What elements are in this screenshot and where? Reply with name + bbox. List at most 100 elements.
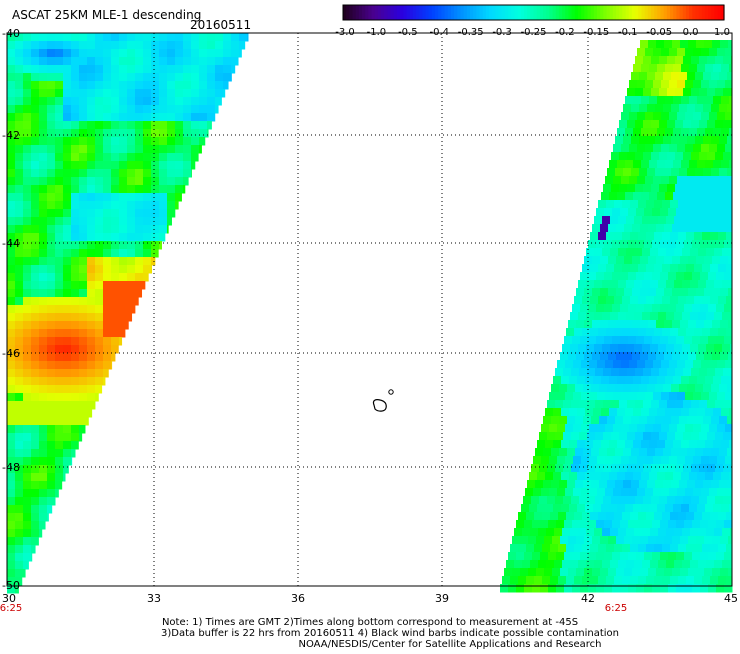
- swath-cell: [669, 80, 678, 89]
- swath-cell: [631, 168, 640, 177]
- swath-cell: [39, 193, 48, 202]
- swath-cell: [675, 368, 684, 377]
- swath-cell: [95, 209, 104, 218]
- swath-cell: [577, 408, 586, 417]
- swath-cell: [713, 472, 722, 481]
- swath-cell: [223, 33, 232, 42]
- swath-cell: [55, 121, 64, 130]
- swath-cell: [15, 169, 24, 178]
- swath-cell: [31, 441, 40, 450]
- swath-cell: [707, 56, 716, 65]
- swath-cell: [608, 224, 617, 233]
- swath-cell: [47, 313, 56, 322]
- swath-cell: [159, 65, 168, 74]
- swath-cell: [713, 128, 722, 137]
- swath-cell: [55, 241, 64, 250]
- swath-cell: [625, 408, 634, 417]
- swath-cell: [15, 193, 24, 202]
- swath-cell: [707, 368, 716, 377]
- swath-cell: [694, 232, 703, 241]
- swath-cell: [603, 496, 612, 505]
- swath-cell: [650, 216, 659, 225]
- swath-cell: [678, 200, 687, 209]
- swath-cell: [652, 272, 661, 281]
- swath-cell: [715, 184, 724, 193]
- swath-cell: [547, 400, 556, 409]
- swath-cell: [712, 224, 721, 233]
- swath-cell: [63, 233, 72, 242]
- swath-cell: [716, 552, 725, 561]
- swath-cell: [79, 273, 88, 282]
- swath-cell: [720, 568, 729, 577]
- swath-cell: [693, 48, 702, 57]
- swath-cell: [55, 33, 64, 42]
- swath-cell: [610, 528, 619, 537]
- swath-cell: [191, 121, 200, 130]
- swath-cell: [23, 33, 32, 42]
- swath-cell: [159, 161, 168, 170]
- swath-cell: [632, 256, 641, 265]
- swath-cell: [719, 480, 728, 489]
- swath-cell: [63, 273, 72, 282]
- swath-cell: [576, 568, 585, 577]
- swath-cell: [679, 448, 688, 457]
- swath-cell: [571, 464, 580, 473]
- swath-cell: [586, 528, 595, 537]
- swath-cell: [708, 208, 717, 217]
- swath-cell: [720, 256, 729, 265]
- swath-cell: [624, 288, 633, 297]
- swath-cell: [15, 313, 24, 322]
- swath-cell: [643, 88, 652, 97]
- swath-cell: [71, 369, 80, 378]
- swath-cell: [686, 576, 695, 585]
- swath-cell: [47, 81, 56, 90]
- swath-cell: [604, 304, 613, 313]
- swath-cell: [55, 217, 64, 226]
- swath-cell: [183, 57, 192, 66]
- swath-cell: [707, 464, 716, 473]
- swath-cell: [15, 185, 24, 194]
- swath-cell: [7, 361, 16, 370]
- swath-cell: [549, 488, 558, 497]
- swath-cell: [159, 233, 166, 242]
- swath-cell: [619, 464, 628, 473]
- swath-cell: [727, 480, 733, 489]
- swath-cell: [726, 200, 733, 209]
- swath-cell: [79, 297, 88, 306]
- swath-cell: [728, 224, 733, 233]
- swath-cell: [568, 352, 577, 361]
- swath-cell: [95, 377, 104, 386]
- swath-cell: [175, 129, 184, 138]
- swath-cell: [553, 408, 562, 417]
- swath-cell: [39, 73, 48, 82]
- swath-cell: [559, 384, 568, 393]
- swath-cell: [15, 481, 24, 490]
- swath-cell: [539, 464, 548, 473]
- swath-cell: [15, 425, 24, 434]
- swath-cell: [655, 448, 664, 457]
- swath-cell: [680, 256, 689, 265]
- swath-cell: [683, 432, 692, 441]
- swath-cell: [167, 105, 176, 114]
- swath-cell: [143, 177, 152, 186]
- swath-cell: [592, 320, 601, 329]
- swath-cell: [684, 240, 693, 249]
- swath-cell: [87, 409, 93, 418]
- swath-cell: [7, 489, 16, 498]
- swath-cell: [606, 328, 615, 337]
- swath-cell: [95, 177, 104, 186]
- swath-cell: [215, 49, 224, 58]
- swath-cell: [697, 160, 706, 169]
- swath-cell: [555, 400, 564, 409]
- swath-cell: [79, 153, 88, 162]
- swath-cell: [683, 496, 692, 505]
- swath-cell: [719, 384, 728, 393]
- swath-cell: [15, 345, 24, 354]
- swath-cell: [693, 112, 702, 121]
- swath-cell: [677, 48, 686, 57]
- swath-cell: [151, 81, 160, 90]
- swath-cell: [581, 488, 590, 497]
- swath-cell: [609, 440, 618, 449]
- swath-cell: [646, 264, 655, 273]
- swath-cell: [706, 560, 715, 569]
